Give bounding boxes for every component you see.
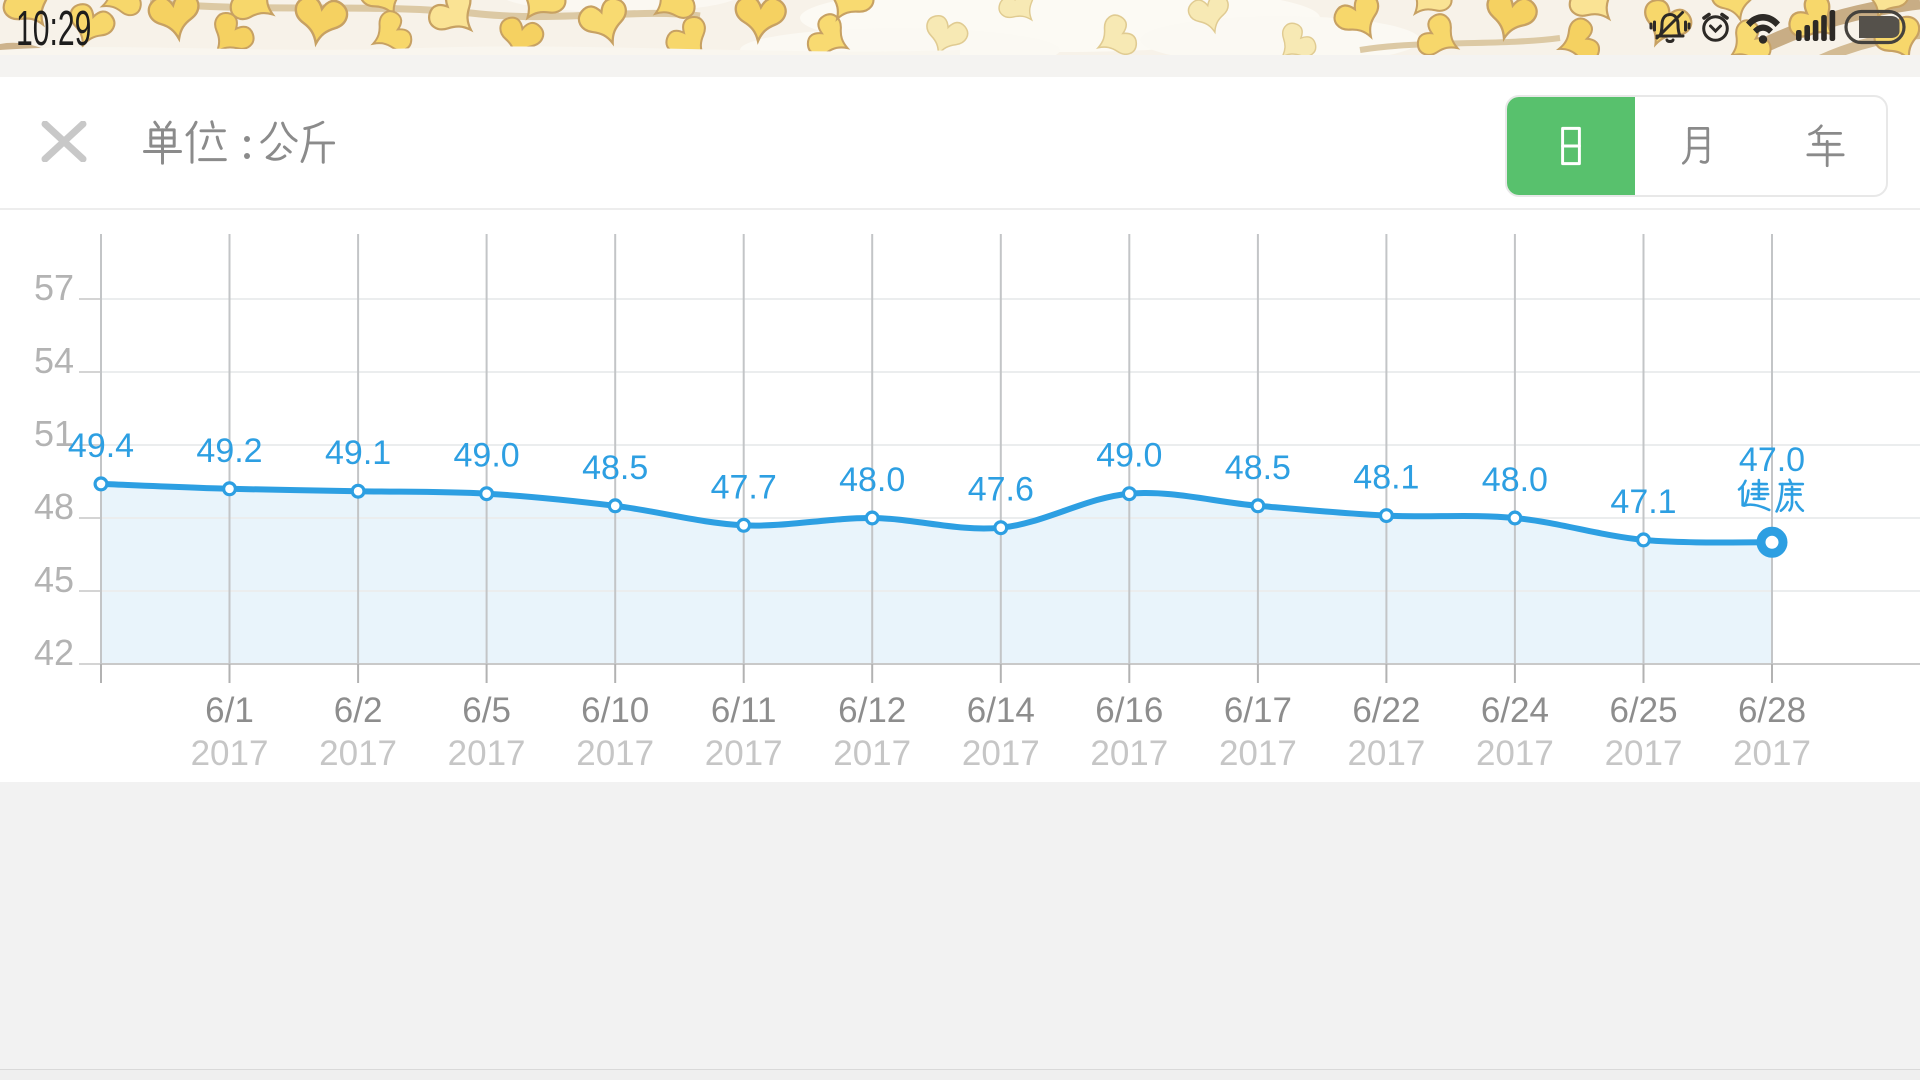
svg-text:47.0: 47.0 (1739, 441, 1805, 479)
svg-text:2017: 2017 (1476, 734, 1554, 773)
svg-text:48.5: 48.5 (582, 449, 648, 487)
svg-text:2017: 2017 (833, 734, 911, 773)
svg-text:2017: 2017 (1733, 734, 1811, 773)
svg-text:6/12: 6/12 (838, 691, 906, 730)
svg-text:6/28: 6/28 (1738, 691, 1806, 730)
svg-text:6/10: 6/10 (581, 691, 649, 730)
svg-text:2017: 2017 (448, 734, 526, 773)
svg-text:51: 51 (34, 413, 74, 454)
svg-text:2017: 2017 (576, 734, 654, 773)
svg-text:49.2: 49.2 (196, 432, 262, 470)
svg-text:6/2: 6/2 (334, 691, 383, 730)
svg-text:2017: 2017 (962, 734, 1040, 773)
svg-text:48: 48 (34, 486, 74, 527)
svg-text:48.0: 48.0 (839, 461, 905, 499)
svg-text:6/25: 6/25 (1609, 691, 1677, 730)
svg-text:6/16: 6/16 (1095, 691, 1163, 730)
svg-text:6/11: 6/11 (711, 691, 777, 730)
svg-text:2017: 2017 (705, 734, 783, 773)
svg-text:49.0: 49.0 (1096, 437, 1162, 475)
svg-text:6/24: 6/24 (1481, 691, 1549, 730)
svg-text:48.5: 48.5 (1225, 449, 1291, 487)
svg-text:49.0: 49.0 (454, 437, 520, 475)
svg-text:2017: 2017 (319, 734, 397, 773)
svg-text:2017: 2017 (1605, 734, 1683, 773)
svg-text:6/17: 6/17 (1224, 691, 1292, 730)
svg-text:57: 57 (34, 267, 74, 308)
svg-text:49.4: 49.4 (68, 427, 134, 465)
svg-text:45: 45 (34, 559, 74, 600)
svg-text:48.0: 48.0 (1482, 461, 1548, 499)
svg-text:48.1: 48.1 (1353, 459, 1419, 497)
svg-text:54: 54 (34, 340, 74, 381)
svg-text:49.1: 49.1 (325, 434, 391, 472)
svg-text:6/5: 6/5 (462, 691, 511, 730)
svg-text:47.1: 47.1 (1610, 483, 1676, 521)
svg-text:2017: 2017 (191, 734, 269, 773)
svg-text:47.7: 47.7 (711, 468, 777, 506)
svg-text:2017: 2017 (1090, 734, 1168, 773)
svg-text:42: 42 (34, 632, 74, 673)
svg-text:2017: 2017 (1347, 734, 1425, 773)
svg-text:6/14: 6/14 (967, 691, 1035, 730)
svg-text:2017: 2017 (1219, 734, 1297, 773)
svg-text:47.6: 47.6 (968, 471, 1034, 509)
svg-text:6/22: 6/22 (1352, 691, 1420, 730)
svg-text:6/1: 6/1 (205, 691, 254, 730)
